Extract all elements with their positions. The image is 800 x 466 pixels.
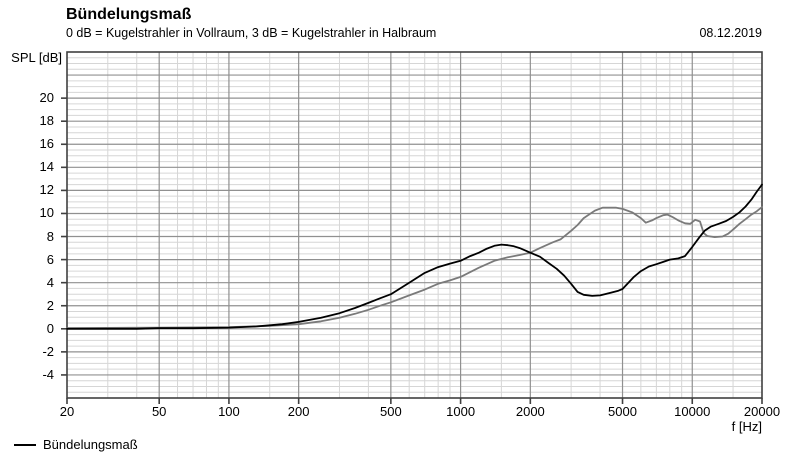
- y-tick-label: 8: [46, 228, 54, 244]
- chart-subtitle: 0 dB = Kugelstrahler in Vollraum, 3 dB =…: [66, 26, 437, 40]
- x-tick-label: 20000: [743, 404, 781, 419]
- legend-label: Bündelungsmaß: [43, 437, 138, 452]
- x-tick-label: 10000: [674, 404, 711, 419]
- y-axis-title: SPL [dB]: [11, 50, 62, 65]
- y-tick-label: 6: [46, 251, 54, 267]
- y-tick-label: 18: [39, 113, 54, 129]
- y-tick-label: 10: [39, 205, 54, 221]
- y-tick-label: 4: [46, 274, 54, 290]
- x-axis-title: f [Hz]: [731, 419, 762, 434]
- legend-line-sample: [14, 443, 36, 446]
- y-tick-label: 16: [39, 136, 54, 152]
- y-tick-label: 2: [46, 297, 54, 313]
- x-tick-label: 200: [287, 404, 310, 419]
- plot-border: [66, 51, 763, 399]
- y-tick-label: -2: [42, 343, 54, 359]
- x-tick-label: 50: [151, 404, 167, 419]
- x-tick-label: 20: [59, 404, 75, 419]
- x-tick-label: 1000: [446, 404, 476, 419]
- curve-buendelungsmass: [66, 183, 763, 330]
- curve-gray-comparison: [66, 206, 763, 330]
- x-tick-label: 500: [379, 404, 402, 419]
- y-tick-label: 14: [39, 159, 54, 175]
- y-tick-label: 12: [39, 182, 54, 198]
- y-tick-label: 20: [39, 90, 54, 106]
- chart-title: Bündelungsmaß: [66, 6, 192, 23]
- y-tick-label: 0: [46, 320, 54, 336]
- legend: Bündelungsmaß: [14, 437, 138, 452]
- x-tick-label: 100: [218, 404, 240, 419]
- x-tick-label: 2000: [515, 404, 545, 419]
- y-tick-label: -4: [42, 366, 54, 382]
- x-tick-label: 5000: [608, 404, 637, 419]
- chart-date: 08.12.2019: [699, 26, 762, 40]
